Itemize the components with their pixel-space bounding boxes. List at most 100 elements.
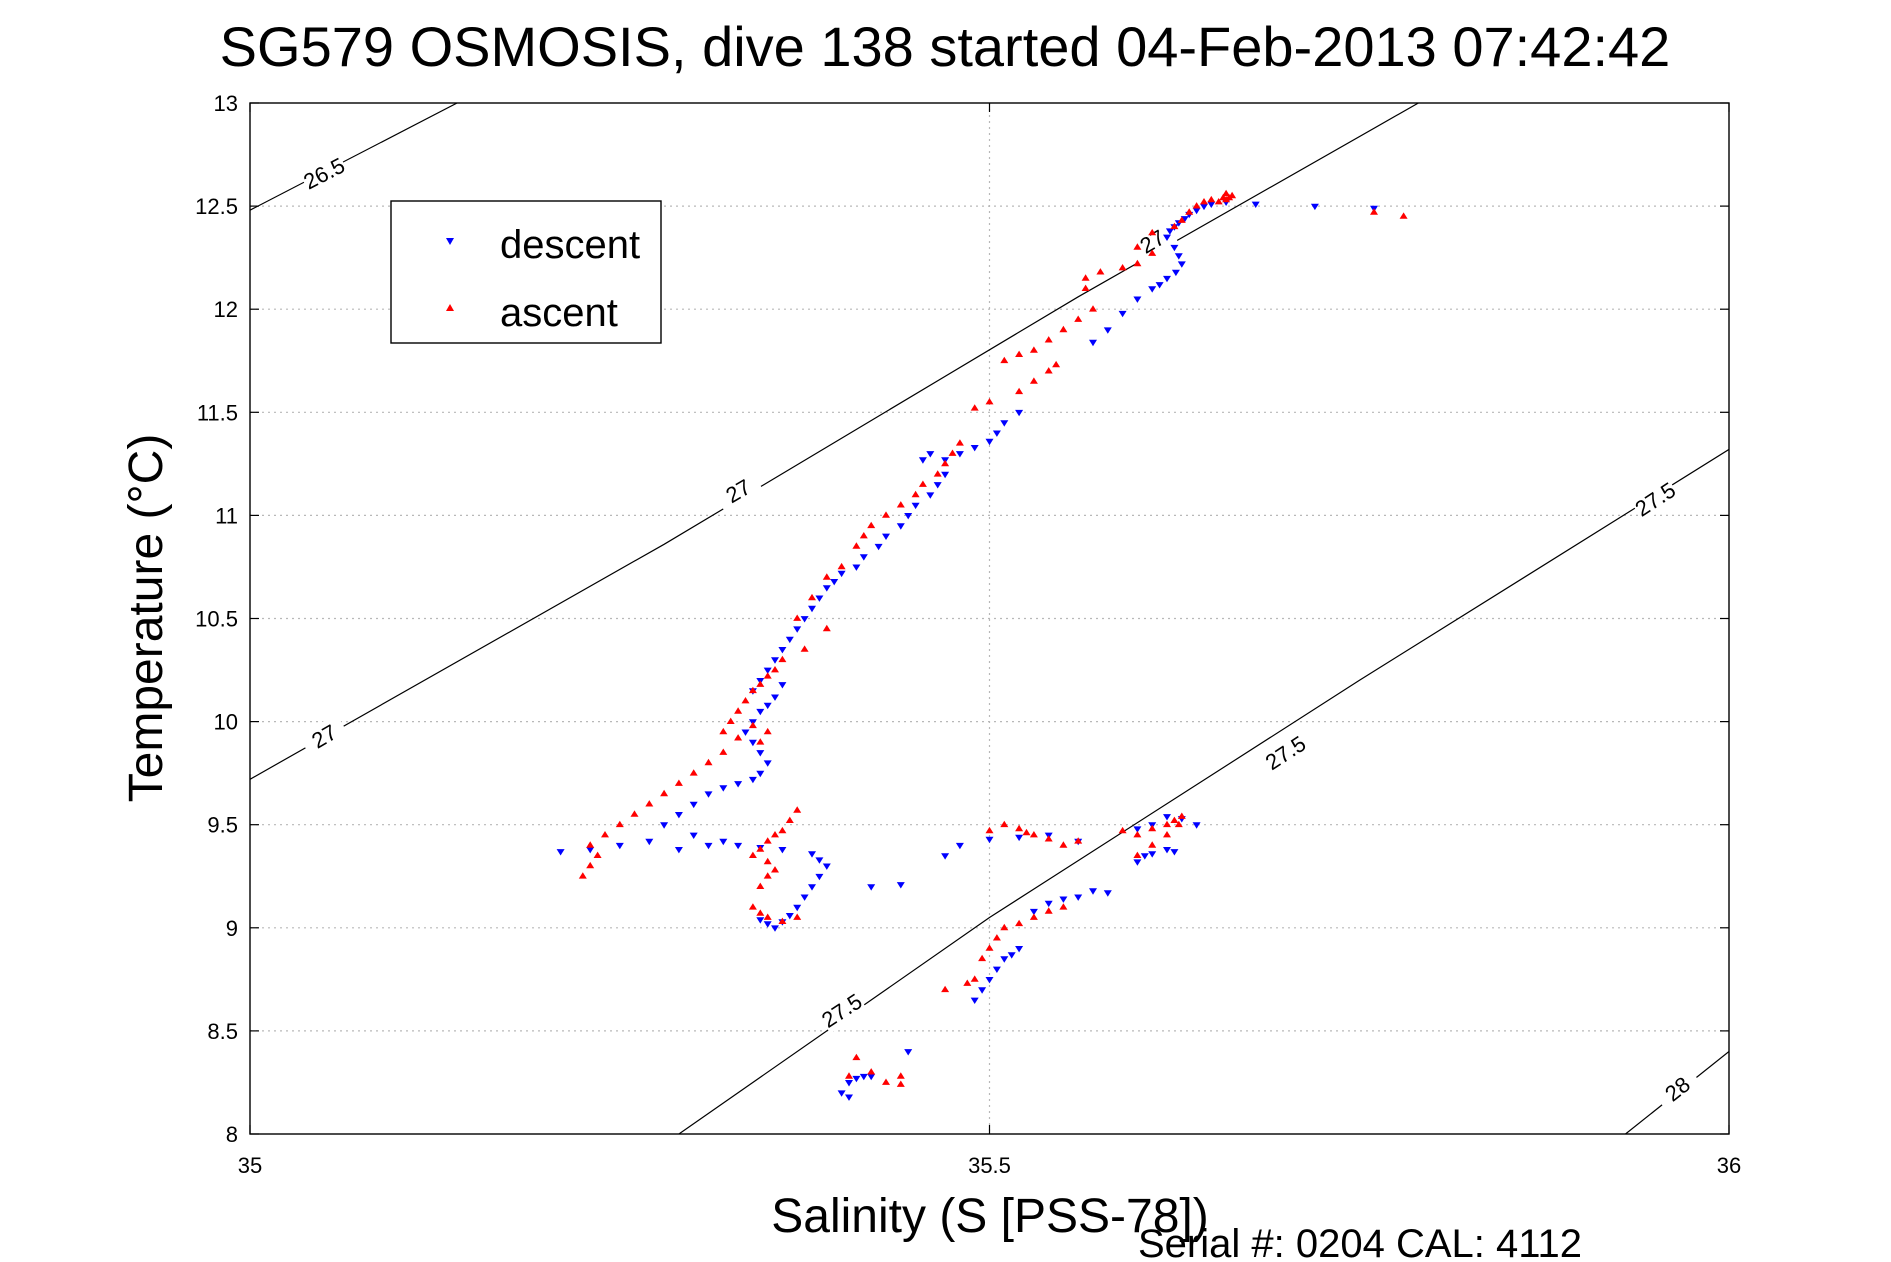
density-contour-label-bg: [816, 987, 868, 1034]
legend-ascent-marker: [446, 304, 454, 311]
descent-point: [778, 647, 787, 654]
descent-point: [1007, 952, 1016, 959]
descent-point: [933, 482, 942, 489]
descent-point: [1163, 847, 1171, 854]
ascent-point: [1000, 820, 1009, 828]
ascent-point: [1044, 907, 1053, 914]
ascent-point: [601, 831, 609, 838]
ascent-point: [748, 721, 757, 729]
ascent-point: [771, 831, 779, 838]
x-tick-label: 35: [238, 1153, 262, 1178]
x-tick-label: 36: [1717, 1153, 1741, 1178]
descent-point: [874, 543, 883, 551]
ascent-point: [992, 934, 1001, 941]
ascent-point: [704, 758, 713, 766]
descent-point: [941, 471, 950, 479]
ascent-point: [719, 748, 728, 755]
ascent-point: [1148, 228, 1157, 236]
ascent-point: [1059, 903, 1068, 910]
descent-point: [800, 894, 809, 901]
descent-point: [955, 451, 964, 458]
ascent-point: [1081, 284, 1090, 291]
ascent-point: [1059, 841, 1068, 848]
ascent-point: [1029, 346, 1038, 353]
ascent-point: [845, 1072, 853, 1079]
ascent-point: [837, 562, 846, 570]
descent-point: [1207, 201, 1216, 208]
ascent-point: [793, 913, 802, 920]
ascent-point: [859, 532, 868, 539]
ascent-point: [1118, 826, 1127, 834]
ascent-point: [586, 841, 595, 848]
descent-point: [1310, 203, 1319, 211]
ascent-point: [1029, 831, 1038, 838]
ascent-point: [1133, 851, 1142, 858]
y-tick-label: 11: [215, 503, 238, 528]
ascent-point: [793, 614, 802, 621]
ascent-point: [1133, 259, 1142, 267]
descent-point: [763, 667, 772, 674]
chart-title: SG579 OSMOSIS, dive 138 started 04-Feb-2…: [220, 15, 1671, 78]
ascent-point: [985, 826, 994, 834]
ascent-point: [1148, 824, 1157, 832]
descent-point: [1170, 244, 1179, 252]
ascent-point: [771, 866, 779, 873]
descent-point: [815, 857, 824, 864]
ascent-point: [1177, 216, 1186, 223]
descent-point: [586, 847, 595, 854]
descent-point: [1118, 310, 1127, 318]
x-tick-label: 35.5: [968, 1153, 1011, 1178]
descent-point: [852, 564, 861, 571]
descent-point: [734, 781, 743, 788]
ascent-point: [1059, 325, 1068, 333]
ascent-point: [978, 954, 987, 962]
descent-point: [689, 801, 698, 809]
descent-point: [970, 997, 979, 1004]
legend: descent ascent: [390, 200, 662, 344]
ascent-point: [852, 1053, 861, 1061]
ascent-point: [852, 542, 861, 549]
ascent-point: [1000, 356, 1009, 364]
ascent-point: [660, 789, 669, 797]
density-contour-label-bg: [1629, 476, 1681, 522]
ascent-point: [1118, 264, 1127, 271]
legend-descent-marker: [446, 238, 454, 245]
ascent-point: [771, 666, 779, 673]
descent-point: [1171, 269, 1180, 277]
descent-point: [1163, 234, 1171, 241]
descent-point: [793, 904, 802, 912]
ascent-point: [918, 480, 927, 487]
ascent-point: [734, 734, 743, 741]
ascent-point: [1081, 274, 1090, 281]
descent-point: [1192, 822, 1201, 829]
density-contour-label-bg: [1259, 729, 1311, 776]
descent-point: [1148, 851, 1157, 858]
ascent-point: [941, 459, 950, 467]
descent-point: [1103, 327, 1112, 334]
ascent-point: [941, 985, 950, 993]
ascent-point: [1074, 315, 1083, 322]
ascent-point: [1185, 208, 1194, 215]
data-points: [556, 189, 1408, 1101]
ascent-point: [1170, 222, 1179, 230]
ascent-point: [955, 439, 964, 446]
ascent-point: [1200, 198, 1208, 205]
ascent-point: [800, 645, 809, 652]
ascent-point: [1207, 195, 1216, 203]
ascent-point: [963, 979, 972, 986]
ascent-point: [1174, 820, 1183, 828]
ascent-point: [778, 917, 787, 924]
y-tick-label: 11.5: [197, 400, 238, 425]
y-tick-label: 12.5: [195, 194, 238, 219]
descent-point: [763, 702, 772, 710]
ascent-point: [1015, 824, 1024, 832]
ascent-point: [1133, 831, 1142, 838]
ascent-point: [719, 727, 728, 735]
y-tick-label: 9: [226, 916, 238, 941]
descent-point: [904, 513, 913, 520]
density-contour-line: [250, 103, 1419, 780]
ascent-point: [756, 738, 765, 745]
descent-point: [859, 554, 868, 561]
ascent-point: [1074, 837, 1083, 844]
ascent-point: [1044, 835, 1053, 842]
